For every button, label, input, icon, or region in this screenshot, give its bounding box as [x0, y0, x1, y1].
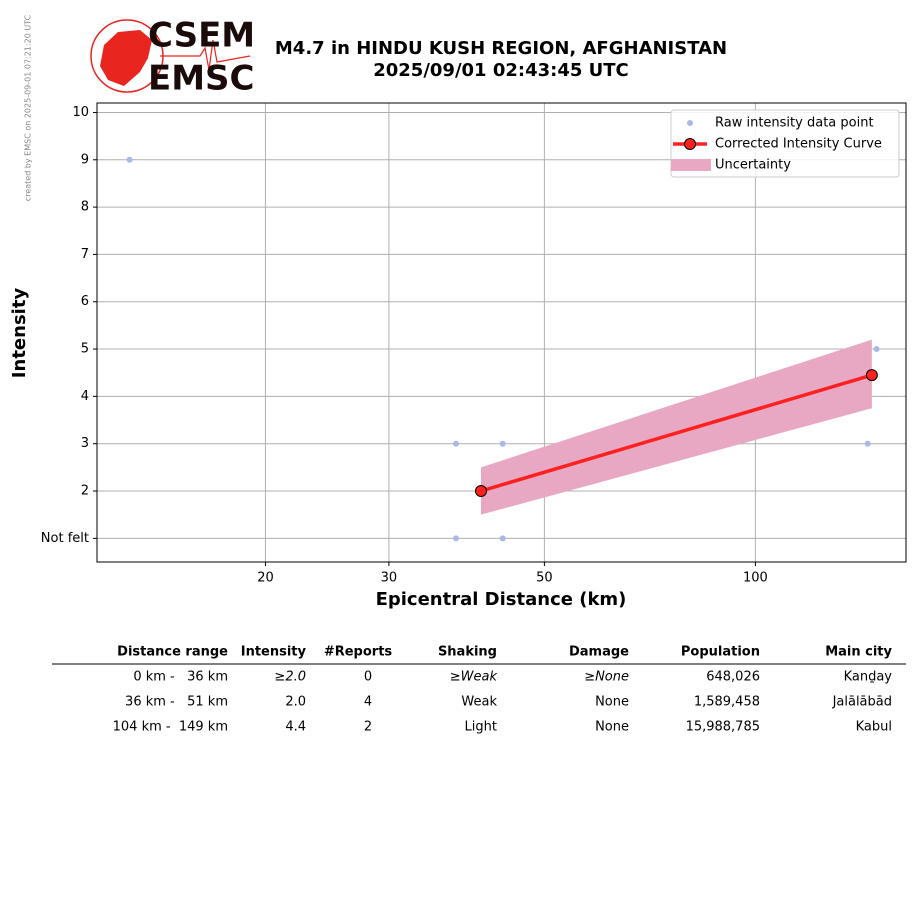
- side-note: created by EMSC on 2025-09-01 07:21:20 U…: [24, 14, 33, 201]
- legend-box: [670, 109, 900, 178]
- table-cell: 2: [364, 720, 372, 735]
- raw-point: [453, 440, 460, 447]
- table-cell: Light: [465, 720, 497, 735]
- y-tick-label: 4: [81, 389, 89, 404]
- x-tick-label: 100: [743, 571, 768, 586]
- x-tick-label: 20: [257, 571, 274, 586]
- curve-line: [480, 373, 873, 493]
- chart-title: M4.7 in HINDU KUSH REGION, AFGHANISTAN: [275, 38, 727, 59]
- table-cell: 104 km - 149 km: [113, 720, 228, 735]
- raw-point: [864, 440, 871, 447]
- uncertainty-band: [481, 339, 872, 515]
- legend-label: Corrected Intensity Curve: [715, 137, 882, 152]
- table-cell: 4: [364, 695, 372, 710]
- raw-point: [126, 156, 133, 163]
- table-header: #Reports: [324, 645, 393, 660]
- table-cell: 1,589,458: [694, 695, 760, 710]
- x-axis-label: Epicentral Distance (km): [376, 589, 627, 610]
- table-cell: 15,988,785: [686, 720, 760, 735]
- legend-swatch: [687, 120, 693, 126]
- x-tick-label: 30: [381, 571, 398, 586]
- y-tick-label: 10: [72, 105, 89, 120]
- logo-seismo: [160, 39, 251, 71]
- legend-label: Uncertainty: [715, 158, 791, 173]
- table-cell: Kabul: [856, 720, 892, 735]
- table-cell: ≥2.0: [274, 670, 306, 685]
- legend-swatch: [671, 159, 711, 171]
- table-cell: 648,026: [706, 670, 760, 685]
- table-header: Distance range: [117, 645, 228, 660]
- chart-subtitle: 2025/09/01 02:43:45 UTC: [373, 60, 629, 81]
- table-cell: Kanḏay: [844, 670, 893, 685]
- table-cell: None: [595, 720, 629, 735]
- legend-label: Raw intensity data point: [715, 116, 874, 131]
- logo-text: CSEM: [148, 16, 255, 56]
- y-tick-label: 2: [81, 484, 89, 499]
- y-axis-label: Intensity: [9, 288, 30, 379]
- y-tick-label: 7: [81, 247, 89, 262]
- raw-point: [873, 346, 880, 353]
- y-tick-label: 3: [81, 436, 89, 451]
- y-tick-label: 9: [81, 152, 89, 167]
- curve-marker: [865, 369, 878, 382]
- table-cell: ≥None: [584, 670, 629, 685]
- table-header: Shaking: [438, 645, 497, 660]
- y-tick-label: 8: [81, 200, 89, 215]
- raw-point: [453, 535, 460, 542]
- table-cell: 0: [364, 670, 372, 685]
- y-tick-label: 6: [81, 294, 89, 309]
- table-cell: 2.0: [285, 695, 306, 710]
- table-cell: 4.4: [285, 720, 306, 735]
- legend-swatch: [684, 138, 696, 150]
- raw-point: [499, 535, 506, 542]
- table-cell: 36 km - 51 km: [125, 695, 228, 710]
- table-header: Damage: [569, 645, 629, 660]
- table-cell: None: [595, 695, 629, 710]
- y-tick-label: 5: [81, 342, 89, 357]
- logo-text: EMSC: [148, 59, 255, 99]
- table-cell: Jalālābād: [832, 695, 892, 710]
- x-tick-label: 50: [536, 571, 553, 586]
- logo-map: [100, 30, 152, 86]
- table-cell: 0 km - 36 km: [133, 670, 228, 685]
- table-cell: ≥Weak: [450, 670, 498, 685]
- table-header: Main city: [825, 645, 892, 660]
- table-header: Intensity: [241, 645, 307, 660]
- plot-frame: [96, 102, 907, 563]
- table-cell: Weak: [461, 695, 497, 710]
- raw-point: [499, 440, 506, 447]
- curve-marker: [475, 485, 488, 498]
- logo: CSEM EMSC: [90, 16, 255, 99]
- y-tick-label: Not felt: [41, 531, 89, 546]
- table-header: Population: [681, 645, 760, 660]
